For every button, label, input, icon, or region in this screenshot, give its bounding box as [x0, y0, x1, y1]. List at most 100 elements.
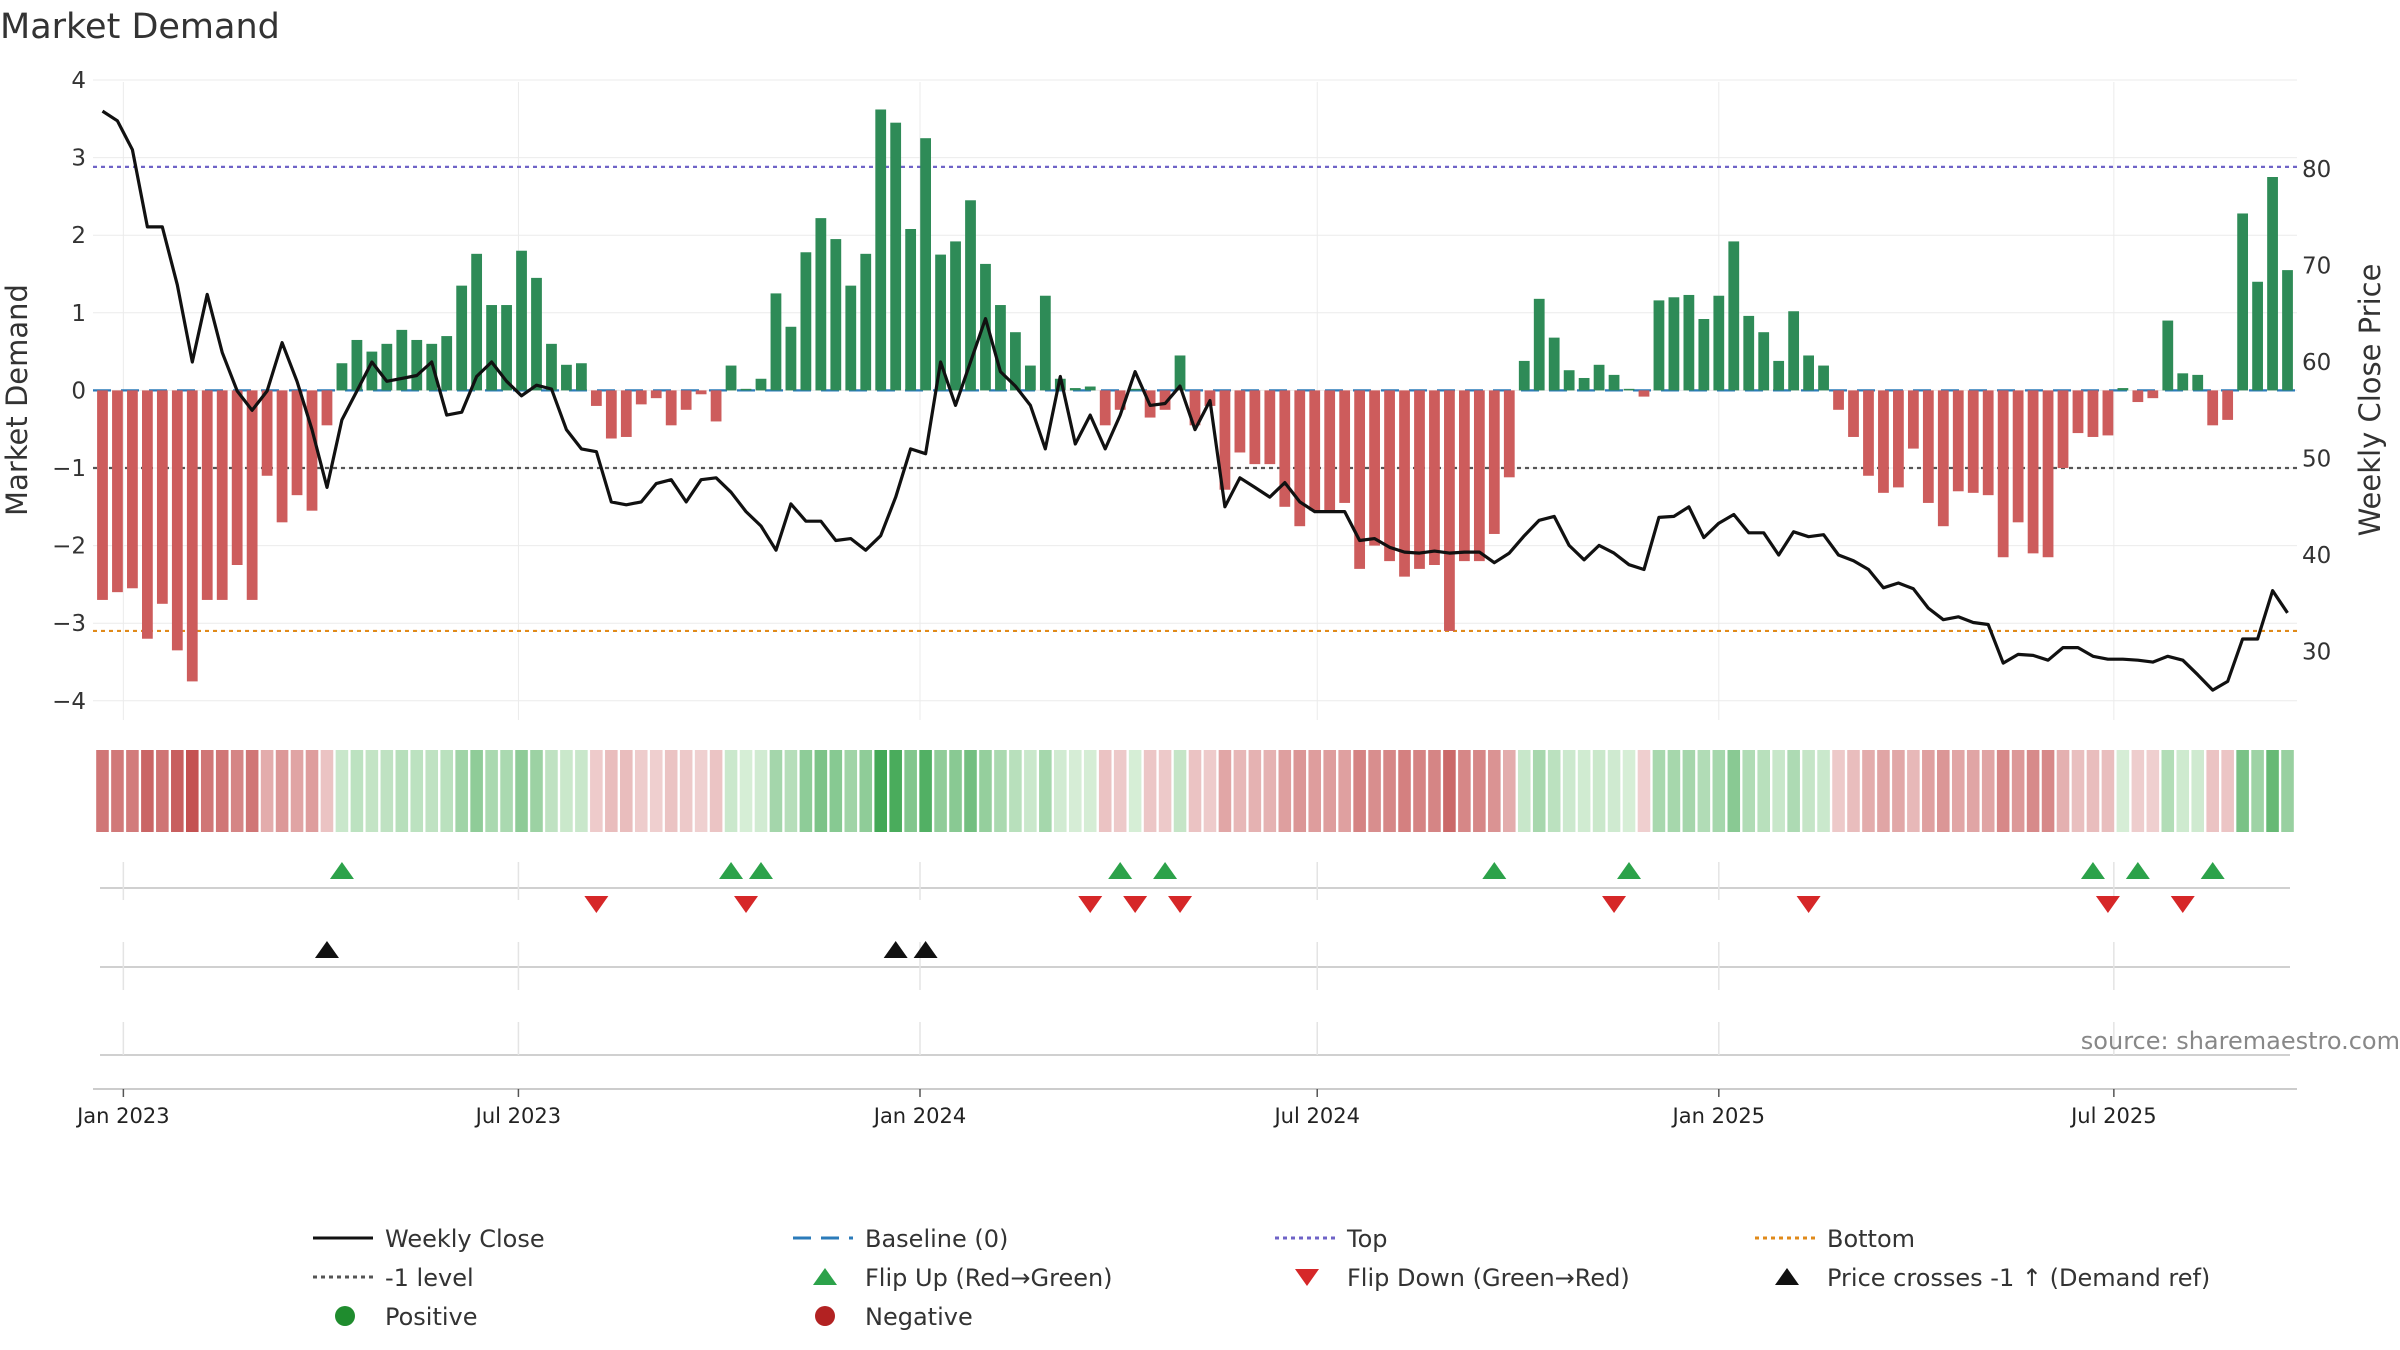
heat-cell	[1024, 750, 1037, 832]
heat-cell	[1847, 750, 1860, 832]
x-tick-label: Jan 2023	[75, 1104, 170, 1128]
heat-cell	[215, 750, 229, 832]
heat-cell	[1712, 750, 1726, 832]
demand-heat-strip	[96, 750, 2294, 832]
positive-demand-bar	[1803, 355, 1814, 391]
heat-cell	[1188, 750, 1202, 832]
negative-demand-bar	[261, 390, 273, 476]
positive-demand-bar	[1533, 298, 1545, 391]
negative-demand-bar	[156, 390, 168, 604]
heat-cell	[979, 750, 992, 832]
negative-demand-bar	[2027, 390, 2039, 554]
heat-cell	[275, 750, 289, 832]
positive-demand-bar	[1054, 378, 1066, 391]
price-cross-marker	[314, 941, 339, 958]
heat-cell	[230, 750, 244, 832]
heat-cell	[1413, 750, 1426, 832]
negative-demand-bar	[1219, 390, 1231, 490]
legend-label: Negative	[865, 1303, 973, 1331]
legend-label: Flip Down (Green→Red)	[1347, 1264, 1630, 1292]
negative-demand-bar	[276, 390, 288, 523]
x-tick-label: Jul 2024	[1272, 1104, 1359, 1128]
positive-demand-bar	[800, 252, 812, 391]
heat-cell	[1877, 750, 1890, 832]
positive-demand-bar	[2282, 270, 2293, 391]
heat-cell	[560, 750, 573, 832]
positive-demand-bar	[2162, 320, 2174, 391]
heat-cell	[889, 750, 902, 832]
heat-cell	[410, 750, 424, 832]
heat-cell	[425, 750, 439, 832]
heat-cell	[1981, 750, 1995, 832]
heat-cell	[485, 750, 498, 832]
demand-bars	[97, 109, 2293, 682]
heat-cell	[1293, 750, 1307, 832]
heat-cell	[1338, 750, 1351, 832]
legend-label: -1 level	[385, 1264, 474, 1292]
heat-cell	[904, 750, 917, 832]
heat-cell	[1547, 750, 1561, 832]
heat-cell	[2221, 750, 2234, 832]
positive-demand-bar	[456, 285, 468, 391]
positive-demand-bar	[1010, 332, 1021, 391]
heat-cell	[1667, 750, 1681, 832]
y-axis-label: Market Demand	[0, 284, 34, 516]
positive-demand-bar	[1623, 388, 1635, 391]
legend-swatch-triangle-up	[813, 1268, 837, 1285]
positive-demand-bar	[1728, 241, 1740, 391]
heat-cell	[634, 750, 648, 832]
negative-demand-bar	[97, 390, 108, 600]
heat-cell	[2251, 750, 2264, 832]
heat-cell	[1922, 750, 1935, 832]
positive-demand-bar	[755, 378, 767, 391]
positive-demand-bar	[2237, 213, 2249, 391]
positive-demand-bar	[1024, 365, 1036, 391]
positive-demand-bar	[471, 253, 483, 391]
flip-up-marker	[1153, 862, 1178, 879]
y2-tick-label: 70	[2302, 254, 2331, 280]
negative-demand-bar	[2072, 390, 2084, 434]
negative-demand-bar	[1863, 390, 1874, 476]
heat-cell	[2281, 750, 2294, 832]
heat-cell	[2026, 750, 2040, 832]
heat-cell	[709, 750, 723, 832]
heat-cell	[724, 750, 738, 832]
positive-demand-bar	[1578, 377, 1590, 391]
price-cross-marker	[883, 941, 908, 958]
heat-cell	[2161, 750, 2175, 832]
flip-marker-panel	[93, 862, 2297, 1090]
negative-demand-bar	[2207, 390, 2219, 426]
heat-cell	[1443, 750, 1456, 832]
negative-demand-bar	[1997, 390, 2009, 558]
negative-demand-bar	[1249, 390, 1261, 465]
negative-demand-bar	[1638, 390, 1650, 397]
y-tick-label: 3	[71, 146, 86, 172]
heat-cell	[1009, 750, 1022, 832]
negative-demand-bar	[321, 390, 333, 426]
negative-demand-bar	[1488, 390, 1500, 534]
positive-demand-bar	[1653, 300, 1665, 391]
positive-demand-bar	[1518, 360, 1530, 391]
heat-cell	[1278, 750, 1292, 832]
positive-demand-bar	[486, 305, 497, 391]
heat-cell	[1308, 750, 1322, 832]
heat-cell	[2236, 750, 2249, 832]
negative-demand-bar	[201, 390, 213, 600]
positive-demand-bar	[1608, 374, 1620, 391]
negative-demand-bar	[2222, 390, 2234, 420]
legend-swatch-triangle-down	[1295, 1269, 1319, 1286]
heat-cell	[2071, 750, 2085, 832]
heat-cell	[500, 750, 513, 832]
heat-cell	[2086, 750, 2100, 832]
heat-cell	[769, 750, 783, 832]
legend-label: Positive	[385, 1303, 478, 1331]
negative-demand-bar	[2012, 390, 2024, 523]
heat-cell	[141, 750, 154, 832]
heat-cell	[649, 750, 663, 832]
heat-cell	[455, 750, 468, 832]
positive-demand-bar	[965, 200, 976, 391]
positive-demand-bar	[1548, 337, 1560, 391]
legend: Weekly Close Baseline (0) Top Bottom -1 leve…	[313, 1225, 2210, 1331]
flip-up-marker	[1108, 862, 1133, 879]
x-tick-label: Jan 2025	[1671, 1104, 1766, 1128]
